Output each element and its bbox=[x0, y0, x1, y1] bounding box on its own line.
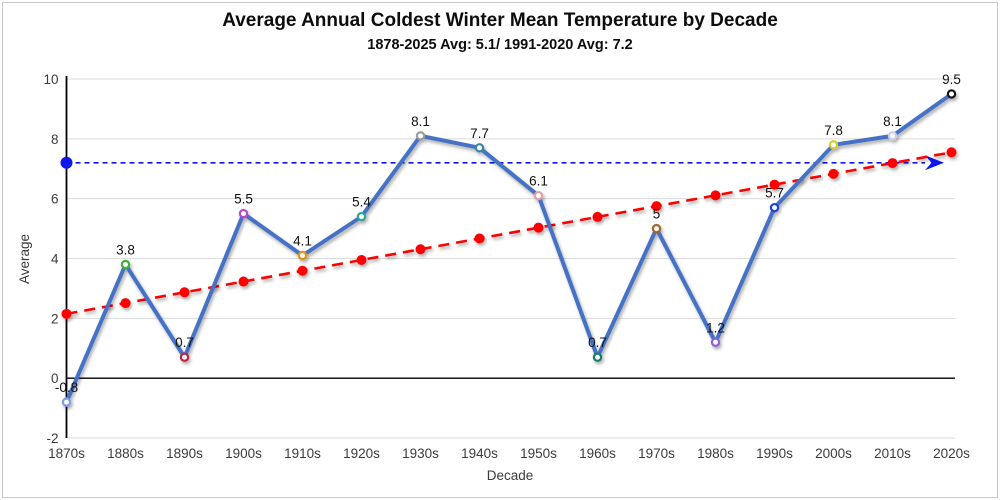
data-point-label: 8.1 bbox=[883, 114, 902, 129]
x-tick-label: 2010s bbox=[874, 446, 911, 461]
data-point-marker bbox=[179, 352, 190, 362]
trend-point-dot bbox=[61, 308, 72, 319]
data-point-marker bbox=[769, 202, 780, 213]
x-tick-label: 1910s bbox=[284, 446, 321, 461]
data-point-label: 7.7 bbox=[470, 126, 489, 141]
y-tick-label: 2 bbox=[51, 311, 59, 326]
trend-point-dot bbox=[356, 254, 367, 265]
x-tick-label: 2000s bbox=[815, 446, 852, 461]
trend-point-dot bbox=[946, 147, 957, 158]
data-point-label: 3.8 bbox=[116, 242, 135, 257]
data-point-marker bbox=[415, 131, 426, 141]
x-tick-label: 1980s bbox=[697, 446, 734, 461]
main-series-group bbox=[61, 89, 957, 407]
x-tick-label: 1930s bbox=[402, 446, 439, 461]
data-point-marker bbox=[120, 259, 131, 270]
x-tick-label: 2020s bbox=[933, 446, 970, 461]
trend-point-dot bbox=[120, 298, 131, 309]
trend-point-dot bbox=[474, 233, 485, 244]
data-point-marker bbox=[61, 397, 72, 407]
x-tick-label: 1880s bbox=[107, 446, 144, 461]
y-tick-label: 10 bbox=[43, 72, 58, 87]
data-point-label: 5.4 bbox=[352, 195, 371, 210]
data-point-marker bbox=[887, 131, 898, 141]
y-tick-label: 8 bbox=[51, 132, 59, 147]
data-point-marker bbox=[356, 211, 367, 222]
x-tick-label: 1950s bbox=[520, 446, 557, 461]
data-point-label: 0.7 bbox=[588, 335, 607, 350]
x-tick-label: 1900s bbox=[225, 446, 262, 461]
trend-point-dot bbox=[297, 265, 308, 276]
trend-point-dot bbox=[887, 158, 898, 169]
reference-start-dot bbox=[60, 156, 73, 169]
main-series-line bbox=[64, 91, 954, 405]
trend-line bbox=[66, 151, 952, 316]
data-point-label: 4.1 bbox=[293, 234, 312, 249]
data-point-label: 7.8 bbox=[824, 123, 843, 138]
x-tick-label: 1870s bbox=[48, 446, 85, 461]
x-tick-label: 1960s bbox=[579, 446, 616, 461]
y-tick-label: -2 bbox=[46, 431, 58, 446]
data-point-marker bbox=[946, 89, 957, 99]
y-tick-label: 6 bbox=[51, 192, 59, 207]
trend-point-dot bbox=[238, 276, 249, 287]
trend-point-dot bbox=[828, 168, 839, 179]
x-axis-title: Decade bbox=[487, 468, 534, 483]
x-tick-label: 1970s bbox=[638, 446, 675, 461]
x-tick-label: 1920s bbox=[343, 446, 380, 461]
trend-point-dot bbox=[179, 287, 190, 298]
x-tick-label: 1990s bbox=[756, 446, 793, 461]
data-point-marker bbox=[238, 208, 249, 219]
trend-point-dot bbox=[769, 179, 780, 190]
x-tick-label: 1940s bbox=[461, 446, 498, 461]
data-point-marker bbox=[533, 190, 544, 201]
data-point-label: 1.2 bbox=[706, 320, 725, 335]
data-point-label: 8.1 bbox=[411, 114, 430, 129]
data-point-marker bbox=[651, 223, 662, 234]
data-point-label: 9.5 bbox=[942, 72, 961, 87]
trend-point-dot bbox=[415, 244, 426, 255]
data-point-label: 0.7 bbox=[175, 335, 194, 350]
y-tick-label: 0 bbox=[51, 371, 59, 386]
data-point-marker bbox=[474, 143, 485, 153]
trend-point-dot bbox=[592, 211, 603, 222]
trend-point-dot bbox=[710, 190, 721, 201]
chart-title: Average Annual Coldest Winter Mean Tempe… bbox=[222, 10, 778, 31]
trend-point-dot bbox=[651, 201, 662, 212]
chart-subtitle: 1878-2025 Avg: 5.1/ 1991-2020 Avg: 7.2 bbox=[367, 37, 632, 53]
data-point-marker bbox=[828, 140, 839, 150]
data-point-marker bbox=[592, 352, 603, 362]
data-point-marker bbox=[710, 337, 721, 347]
data-point-marker bbox=[297, 250, 308, 261]
data-point-label: 5.7 bbox=[765, 186, 784, 201]
chart-canvas: Average Annual Coldest Winter Mean Tempe… bbox=[17, 10, 970, 483]
x-tick-label: 1890s bbox=[166, 446, 203, 461]
y-tick-label: 4 bbox=[51, 252, 59, 267]
reference-arrowhead-icon bbox=[925, 155, 944, 171]
data-point-label: 5 bbox=[653, 207, 661, 222]
y-axis-title: Average bbox=[17, 234, 32, 284]
trend-point-dot bbox=[533, 222, 544, 233]
data-point-label: 6.1 bbox=[529, 174, 548, 189]
data-point-label: -0.8 bbox=[55, 380, 78, 395]
data-point-label: 5.5 bbox=[234, 192, 253, 207]
